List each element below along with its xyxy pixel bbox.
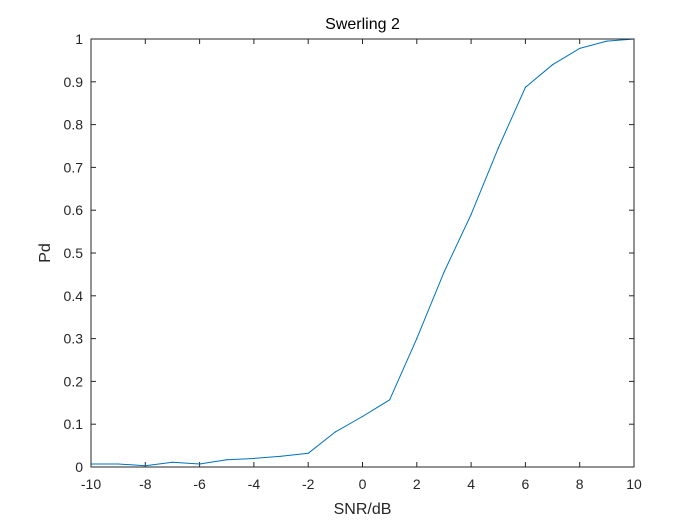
- y-tick-label: 1: [75, 31, 83, 47]
- data-point: [334, 431, 336, 433]
- y-tick-label: 0.8: [64, 117, 84, 133]
- data-point: [389, 399, 391, 401]
- data-point: [117, 463, 119, 465]
- y-axis-tick-labels: 0 0.1 0.2 0.3 0.4 0.5 0.6 0.7 0.8 0.9 1: [64, 31, 84, 475]
- data-point: [226, 459, 228, 461]
- data-point: [171, 461, 174, 463]
- y-tick-label: 0.1: [64, 416, 84, 432]
- data-point: [606, 40, 608, 42]
- x-tick-label: 10: [626, 476, 642, 492]
- y-tick-label: 0.2: [64, 373, 84, 389]
- y-tick-label: 0.6: [64, 202, 84, 218]
- chart-title: Swerling 2: [325, 16, 400, 33]
- x-axis-label: SNR/dB: [334, 501, 392, 518]
- data-point: [361, 415, 364, 418]
- plot-frame: [90, 38, 635, 468]
- y-tick-label: 0.4: [64, 288, 84, 304]
- y-axis-label: Pd: [37, 243, 54, 263]
- x-tick-label: -4: [248, 476, 261, 492]
- data-point: [416, 338, 418, 340]
- data-point: [280, 455, 282, 457]
- data-point: [497, 147, 499, 149]
- y-tick-label: 0.9: [64, 74, 84, 90]
- y-tick-label: 0.3: [64, 331, 84, 347]
- y-tick-label: 0.5: [64, 245, 84, 261]
- data-point: [551, 64, 554, 66]
- data-point: [470, 213, 472, 216]
- y-tick-label: 0.7: [64, 159, 84, 175]
- x-tick-label: -10: [81, 476, 101, 492]
- data-point: [579, 47, 581, 50]
- plot-background: [91, 39, 634, 467]
- x-tick-label: 0: [359, 476, 367, 492]
- x-tick-label: 4: [467, 476, 475, 492]
- data-point: [307, 452, 309, 454]
- data-point: [443, 271, 445, 273]
- y-tick-label: 0: [75, 459, 83, 475]
- data-point: [199, 463, 201, 465]
- series-layer: [90, 38, 635, 467]
- x-tick-label: -6: [193, 476, 206, 492]
- x-tick-label: -8: [139, 476, 152, 492]
- data-point: [524, 86, 527, 88]
- x-tick-label: 8: [576, 476, 584, 492]
- data-point: [144, 465, 146, 467]
- x-axis-tick-labels: -10 -8 -6 -4 -2 0 2 4 6 8 10: [81, 476, 642, 492]
- x-tick-label: 2: [413, 476, 421, 492]
- x-tick-label: 6: [522, 476, 530, 492]
- data-point: [253, 457, 255, 460]
- x-tick-label: -2: [302, 476, 315, 492]
